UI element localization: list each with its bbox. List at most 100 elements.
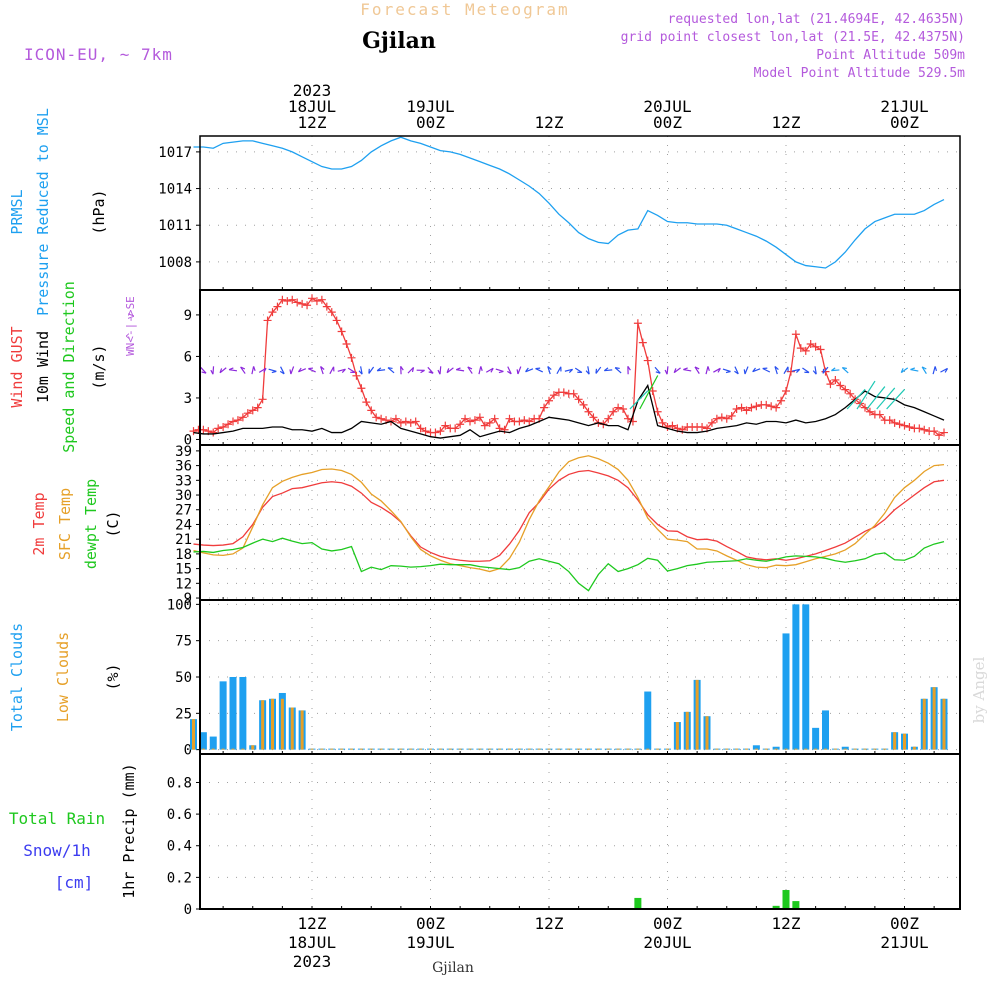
y-tick-label: 0 <box>184 743 192 759</box>
panel-axis-label: Total Clouds <box>8 623 26 731</box>
cloud-bar <box>468 748 472 750</box>
panel-unit-label: 1hr Precip (mm) <box>120 763 138 898</box>
gust-marker <box>456 420 465 429</box>
gust-marker <box>905 423 914 432</box>
gust-marker <box>831 375 840 384</box>
cloud-bar <box>792 604 800 750</box>
series-line <box>193 383 945 439</box>
cloud-bar <box>626 748 630 750</box>
wind-arrow <box>279 366 285 375</box>
cloud-bar <box>814 748 818 750</box>
gust-marker <box>490 414 499 423</box>
cloud-bar <box>644 691 652 750</box>
wind-arrow <box>268 368 277 374</box>
cloud-bar <box>577 748 581 750</box>
cloud-bar <box>824 748 827 750</box>
gust-marker <box>782 387 790 396</box>
cloud-bar <box>429 748 432 750</box>
gust-marker <box>525 417 534 426</box>
gust-marker <box>189 427 198 436</box>
wind-arrow <box>376 367 386 372</box>
cloud-bar <box>883 748 887 750</box>
gust-marker <box>411 417 420 426</box>
wind-arrow <box>427 366 434 374</box>
panel-axis-label: Speed and Direction <box>60 281 78 453</box>
gust-marker <box>722 414 731 423</box>
gust-marker <box>559 388 568 397</box>
gust-marker <box>569 389 578 398</box>
gust-marker <box>288 295 297 304</box>
cloud-bar <box>498 748 502 750</box>
gust-marker <box>935 431 944 440</box>
gust-marker <box>406 418 415 427</box>
y-tick-label: 0.8 <box>167 775 192 791</box>
cloud-bar <box>271 698 274 750</box>
gust-marker <box>633 319 642 328</box>
gust-marker <box>549 391 558 400</box>
cloud-bar <box>843 748 847 750</box>
wind-arrow <box>762 367 771 373</box>
cloud-bar <box>822 710 829 750</box>
gust-marker <box>362 398 371 407</box>
gust-marker <box>248 406 257 415</box>
wind-arrow <box>802 367 810 374</box>
gust-marker <box>806 339 815 348</box>
wind-arrow <box>752 367 761 373</box>
gust-marker <box>638 338 647 347</box>
cloud-bar <box>942 698 946 750</box>
wind-arrow <box>866 386 886 410</box>
info-line-4: Model Point Altitude 529.5m <box>754 66 965 81</box>
y-tick-label: 9 <box>184 591 192 607</box>
y-tick-label: 0.6 <box>167 807 192 823</box>
gust-marker <box>619 405 628 414</box>
cloud-bar <box>794 748 798 750</box>
wind-arrow <box>446 367 454 374</box>
wind-arrow <box>910 367 919 372</box>
cloud-bar <box>199 732 207 750</box>
wind-arrow <box>495 368 504 374</box>
panel-axis-label: dewpt Temp <box>82 479 100 569</box>
wind-arrow <box>774 365 779 375</box>
cloud-bar <box>280 698 284 750</box>
cloud-bar <box>340 748 344 750</box>
wind-arrow <box>478 366 483 375</box>
wind-arrow <box>320 366 325 375</box>
bottom-time-label: 18JUL <box>288 933 336 952</box>
gust-marker <box>584 407 593 416</box>
wind-arrow <box>400 365 404 375</box>
gust-marker <box>890 418 899 427</box>
wind-arrow <box>556 366 562 375</box>
watermark: by Angel <box>970 656 988 723</box>
panel-axis-label: Pressure Reduced to MSL <box>34 108 52 316</box>
wind-arrow <box>485 367 494 373</box>
bottom-time-label: 00Z <box>653 914 682 933</box>
gust-marker <box>920 425 929 434</box>
wind-arrow <box>629 390 649 410</box>
gust-marker <box>747 403 756 412</box>
cloud-bar <box>419 748 423 750</box>
wind-arrow <box>639 375 659 410</box>
cloud-bar <box>745 748 748 750</box>
wind-arrow <box>416 369 425 374</box>
cloud-bar <box>209 736 217 750</box>
gust-marker <box>293 298 302 307</box>
gust-marker <box>609 407 618 416</box>
chart-title: Forecast Meteogram <box>360 0 569 19</box>
panel-labels: PRMSL Pressure Reduced to MSL (hPa) Wind GU… <box>8 108 138 899</box>
gust-marker <box>875 410 884 419</box>
top-time-label: 19JUL <box>406 97 454 116</box>
gust-marker <box>436 427 445 436</box>
gust-marker <box>233 416 242 425</box>
series-line <box>193 455 945 573</box>
gust-marker <box>737 403 746 412</box>
wind-arrow <box>603 367 613 372</box>
gust-marker <box>579 400 588 409</box>
precip-bar <box>792 901 800 909</box>
cloud-bar <box>893 732 897 750</box>
cloud-bar <box>616 748 620 750</box>
y-tick-label: 1011 <box>158 218 192 234</box>
gust-marker <box>900 421 909 430</box>
cloud-bar <box>379 748 383 750</box>
cloud-bar <box>772 746 780 750</box>
